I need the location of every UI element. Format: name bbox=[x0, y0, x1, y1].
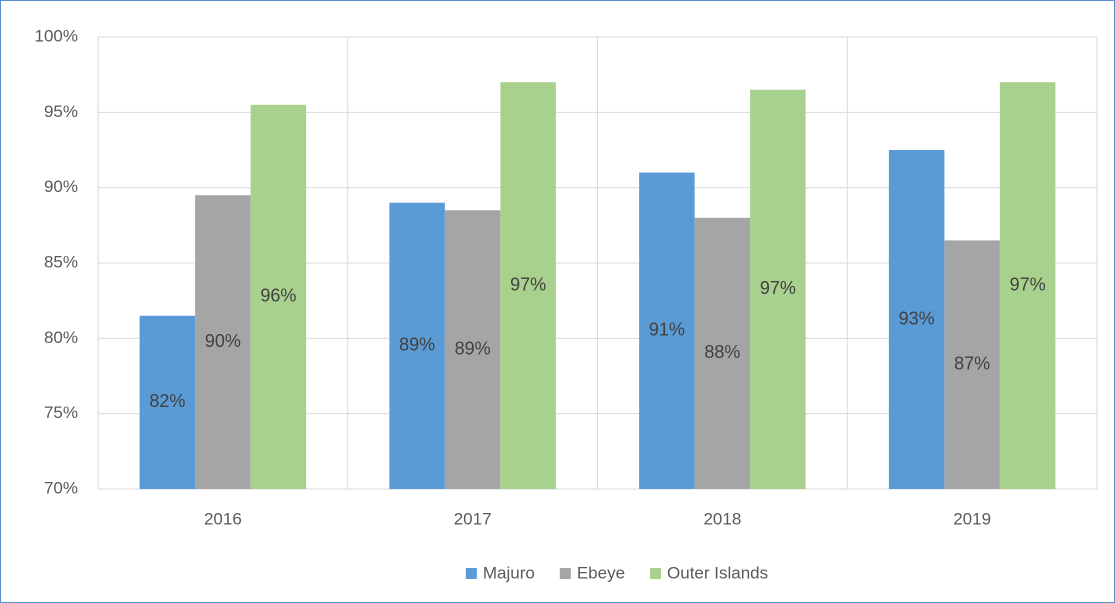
legend-label: Majuro bbox=[483, 563, 535, 582]
data-label: 82% bbox=[149, 391, 185, 411]
data-label: 96% bbox=[260, 286, 296, 306]
legend-swatch bbox=[650, 568, 662, 579]
y-tick-label: 85% bbox=[44, 252, 78, 271]
x-tick-label: 2016 bbox=[204, 509, 242, 528]
data-label: 93% bbox=[899, 308, 935, 328]
bar bbox=[888, 150, 945, 489]
data-label: 87% bbox=[954, 353, 990, 373]
bar bbox=[639, 172, 695, 489]
y-tick-label: 100% bbox=[35, 26, 78, 45]
x-tick-label: 2018 bbox=[703, 509, 741, 528]
data-label: 97% bbox=[1010, 274, 1046, 294]
data-label: 97% bbox=[760, 278, 796, 298]
y-tick-label: 90% bbox=[44, 177, 78, 196]
legend-label: Ebeye bbox=[577, 563, 625, 582]
x-tick-label: 2017 bbox=[454, 509, 492, 528]
legend-swatch bbox=[465, 568, 477, 579]
legend-swatch bbox=[559, 568, 571, 579]
x-tick-label: 2019 bbox=[953, 509, 991, 528]
y-tick-label: 95% bbox=[44, 102, 78, 121]
bar bbox=[195, 195, 251, 489]
bar bbox=[500, 82, 556, 489]
bar bbox=[250, 104, 307, 490]
bar bbox=[444, 210, 501, 489]
data-label: 90% bbox=[205, 331, 241, 351]
legend-label: Outer Islands bbox=[667, 563, 768, 582]
y-tick-label: 75% bbox=[44, 403, 78, 422]
data-label: 89% bbox=[399, 335, 435, 355]
bar bbox=[139, 315, 196, 489]
data-label: 89% bbox=[455, 338, 491, 358]
bar bbox=[750, 89, 806, 489]
data-label: 97% bbox=[510, 274, 546, 294]
y-tick-label: 80% bbox=[44, 328, 78, 347]
data-label: 88% bbox=[704, 342, 740, 362]
bar bbox=[999, 82, 1056, 489]
y-tick-label: 70% bbox=[44, 478, 78, 497]
data-label: 91% bbox=[649, 320, 685, 340]
bar bbox=[694, 217, 751, 490]
bar bbox=[944, 240, 1000, 489]
bar bbox=[389, 202, 445, 489]
